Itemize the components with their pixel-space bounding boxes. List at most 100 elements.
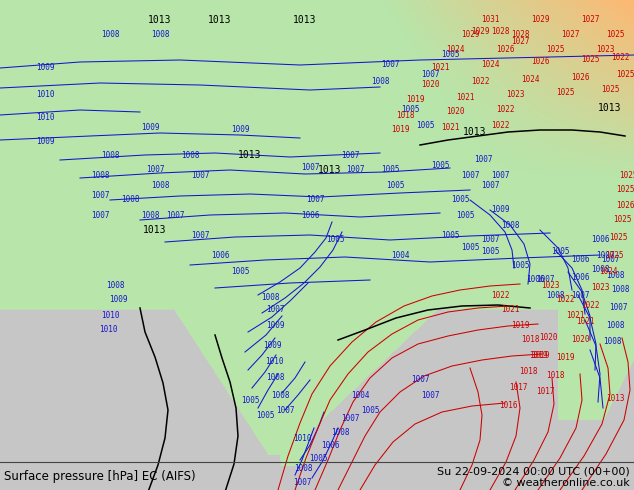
Text: 1019: 1019	[511, 320, 529, 329]
Text: 1008: 1008	[141, 211, 159, 220]
Text: 1025: 1025	[619, 171, 634, 179]
Text: 1013: 1013	[598, 103, 622, 113]
Text: 1020: 1020	[421, 80, 439, 90]
Text: 1009: 1009	[36, 64, 55, 73]
Text: 1006: 1006	[571, 273, 589, 283]
Text: 1022: 1022	[491, 291, 509, 299]
Text: 1021: 1021	[566, 311, 585, 319]
Text: 1008: 1008	[603, 338, 621, 346]
Text: 1022: 1022	[471, 77, 489, 87]
Text: 1019: 1019	[531, 350, 549, 360]
Text: 1008: 1008	[271, 391, 289, 399]
Text: 1018: 1018	[396, 111, 414, 120]
Text: 1018: 1018	[521, 336, 540, 344]
Text: 1021: 1021	[430, 64, 450, 73]
Text: 1028: 1028	[511, 30, 529, 40]
Text: 1020: 1020	[571, 336, 589, 344]
Text: 1025: 1025	[616, 186, 634, 195]
Text: 1007: 1007	[301, 164, 320, 172]
Text: 1029: 1029	[531, 16, 549, 24]
Text: 1025: 1025	[601, 85, 619, 95]
Text: 1022: 1022	[556, 295, 574, 304]
Text: 1007: 1007	[165, 211, 184, 220]
Text: 1005: 1005	[481, 247, 499, 256]
Text: 1010: 1010	[36, 91, 55, 99]
Text: 1007: 1007	[146, 166, 164, 174]
Text: 1027: 1027	[511, 38, 529, 47]
Text: 1008: 1008	[294, 464, 313, 472]
Text: 1025: 1025	[546, 46, 564, 54]
Text: 1021: 1021	[576, 318, 594, 326]
Text: 1007: 1007	[293, 477, 311, 487]
Text: 1008: 1008	[605, 320, 624, 329]
Text: 1013: 1013	[238, 150, 262, 160]
Text: 1005: 1005	[416, 121, 434, 129]
Text: 1023: 1023	[541, 280, 559, 290]
Text: 1009: 1009	[109, 295, 127, 304]
Text: 1005: 1005	[241, 395, 259, 405]
Text: 1007: 1007	[461, 171, 479, 179]
Text: 1009: 1009	[141, 123, 159, 132]
Text: 1008: 1008	[91, 171, 109, 179]
Text: 1007: 1007	[481, 236, 499, 245]
Text: 1017: 1017	[508, 384, 527, 392]
Text: Surface pressure [hPa] EC (AIFS): Surface pressure [hPa] EC (AIFS)	[4, 469, 196, 483]
Text: 1010: 1010	[101, 311, 119, 319]
Text: 1007: 1007	[306, 196, 324, 204]
Text: © weatheronline.co.uk: © weatheronline.co.uk	[502, 478, 630, 488]
Text: 1028: 1028	[491, 27, 509, 36]
Text: 1023: 1023	[591, 284, 609, 293]
Text: 1009: 1009	[231, 125, 249, 134]
Text: 1025: 1025	[581, 55, 599, 65]
Text: 1007: 1007	[596, 250, 614, 260]
Text: 1026: 1026	[571, 74, 589, 82]
Text: 1006: 1006	[526, 275, 544, 285]
Text: 1007: 1007	[411, 375, 429, 385]
Text: 1013: 1013	[605, 393, 624, 402]
Text: 1008: 1008	[546, 291, 564, 299]
Text: 1005: 1005	[456, 211, 474, 220]
Text: 1013: 1013	[208, 15, 232, 25]
Text: 1005: 1005	[326, 236, 344, 245]
Text: 1008: 1008	[181, 150, 199, 160]
Text: 1024: 1024	[598, 268, 618, 276]
Text: 1013: 1013	[148, 15, 172, 25]
Text: 1008: 1008	[106, 280, 124, 290]
Text: 1006: 1006	[591, 236, 609, 245]
Text: 1019: 1019	[391, 125, 410, 134]
Text: 1008: 1008	[261, 293, 279, 301]
Text: 1029: 1029	[471, 27, 489, 36]
Text: 1021: 1021	[456, 94, 474, 102]
Text: 1007: 1007	[421, 391, 439, 399]
Text: 1007: 1007	[601, 255, 619, 265]
Text: 1007: 1007	[346, 166, 365, 174]
Text: 1004: 1004	[391, 250, 410, 260]
Text: 1004: 1004	[351, 391, 369, 399]
Text: 1008: 1008	[591, 266, 609, 274]
Text: 1026: 1026	[616, 200, 634, 210]
Text: 1026: 1026	[496, 46, 514, 54]
Text: 1010: 1010	[265, 358, 283, 367]
Text: 1006: 1006	[210, 250, 230, 260]
Text: 1029: 1029	[461, 30, 479, 40]
Text: 1024: 1024	[521, 75, 540, 84]
Text: 1008: 1008	[605, 270, 624, 279]
Text: 1007: 1007	[191, 171, 209, 179]
Text: 1008: 1008	[151, 30, 169, 40]
Text: 1005: 1005	[385, 180, 404, 190]
Text: 1007: 1007	[91, 191, 109, 199]
Text: 1008: 1008	[120, 196, 139, 204]
Text: 1027: 1027	[581, 16, 599, 24]
Text: 1006: 1006	[321, 441, 339, 449]
Text: 1024: 1024	[446, 46, 464, 54]
Text: 1007: 1007	[340, 150, 359, 160]
Text: 1007: 1007	[481, 180, 499, 190]
Text: 1019: 1019	[556, 353, 574, 363]
Text: Su 22-09-2024 00:00 UTC (00+00): Su 22-09-2024 00:00 UTC (00+00)	[437, 466, 630, 476]
Text: 1018: 1018	[519, 368, 537, 376]
Text: 1007: 1007	[276, 406, 294, 415]
Text: 1013: 1013	[318, 165, 342, 175]
Text: 1005: 1005	[451, 196, 469, 204]
Text: 1005: 1005	[441, 230, 459, 240]
Text: 1017: 1017	[536, 388, 554, 396]
